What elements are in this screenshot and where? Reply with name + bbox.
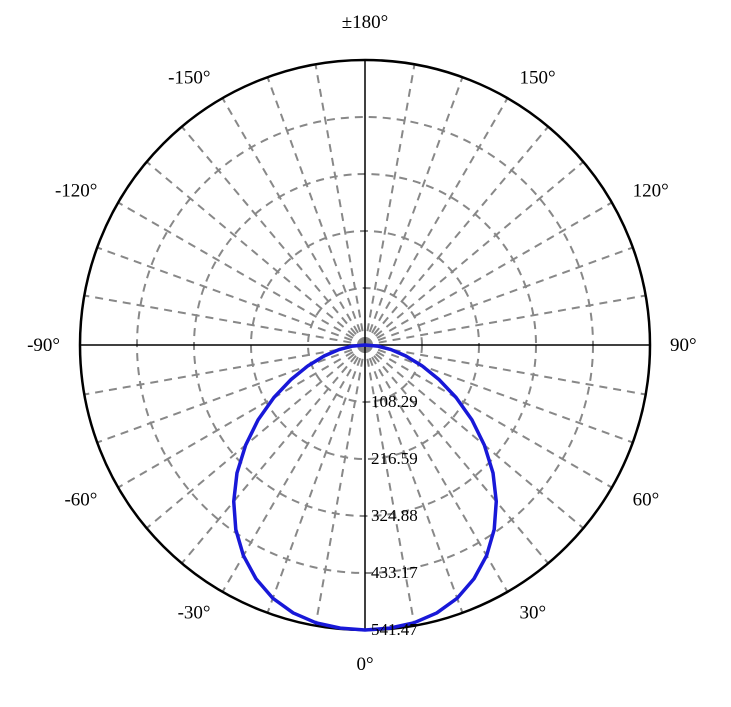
angle-label: -60° (64, 490, 97, 511)
polar-chart: 108.29 216.59 324.88 433.17 541.47 ±180° 150° 1… (0, 0, 731, 707)
angle-label: 150° (520, 67, 556, 88)
angle-label: -120° (55, 181, 97, 202)
angle-label: -90° (27, 335, 60, 356)
radial-label: 108.29 (371, 392, 418, 411)
angle-label: 120° (633, 181, 669, 202)
angle-label: ±180° (342, 12, 389, 33)
angle-label: -30° (178, 603, 211, 624)
radial-label: 433.17 (371, 563, 418, 582)
angle-label: 60° (633, 490, 660, 511)
angle-label: -150° (168, 67, 210, 88)
angle-label: 30° (520, 603, 547, 624)
radial-label: 324.88 (371, 506, 418, 525)
radial-label: 541.47 (371, 620, 418, 639)
angle-label: 0° (356, 654, 373, 675)
polar-svg: 108.29 216.59 324.88 433.17 541.47 ±180° 150° 1… (0, 0, 731, 707)
radial-label: 216.59 (371, 449, 418, 468)
angle-label: 90° (670, 335, 697, 356)
